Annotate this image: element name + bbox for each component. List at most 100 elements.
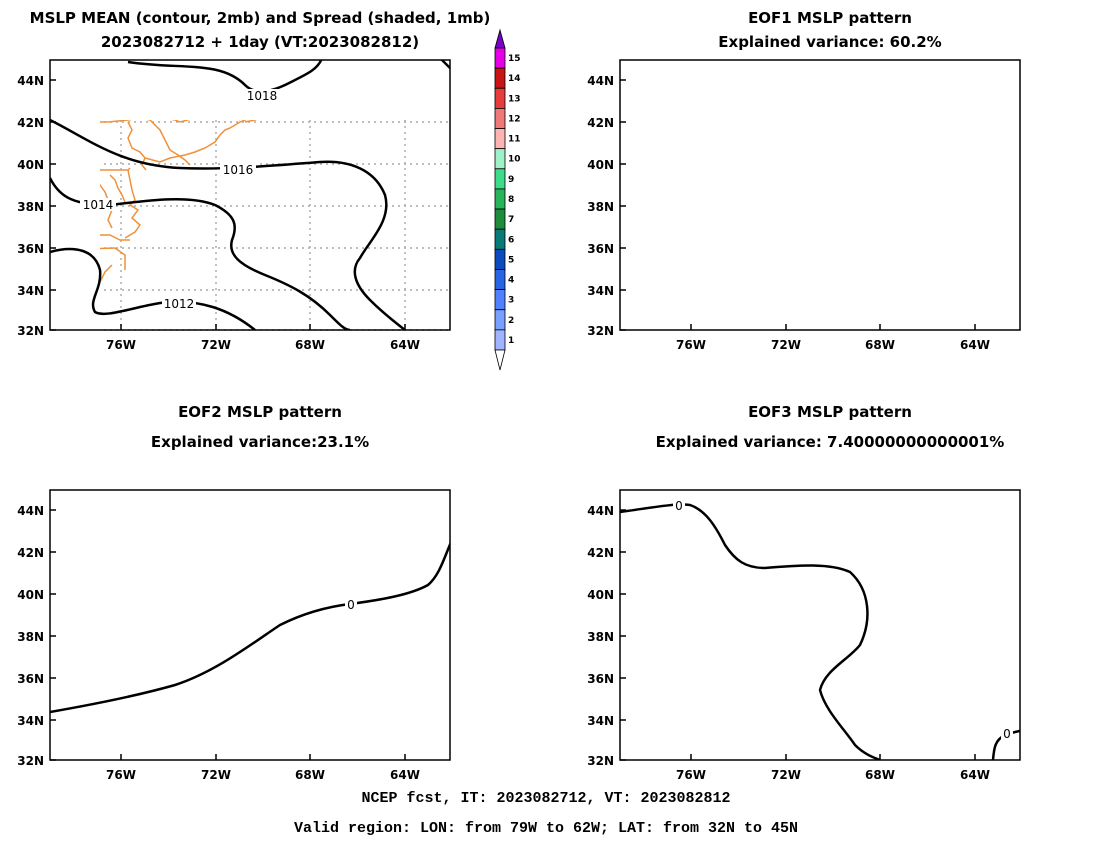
lat-tick-label: 34N (587, 284, 614, 298)
coastline (100, 120, 181, 123)
coastline (150, 490, 170, 540)
coastline (750, 115, 810, 122)
colorbar-swatch (494, 168, 506, 190)
coastline (144, 127, 231, 163)
map-frame (49, 489, 451, 761)
eof3-map-panel: 76W 72W 68W 64W 44N 42N 40N 38N 36N 34N 32N (587, 489, 1021, 782)
contour-1012 (50, 247, 256, 330)
colorbar-swatch (494, 148, 506, 170)
lat-tick-label: 44N (587, 504, 614, 518)
coastline (680, 175, 695, 202)
coastline (680, 605, 695, 632)
lat-tick-label: 38N (587, 200, 614, 214)
lat-tick-label: 40N (587, 588, 614, 602)
lat-tick-label: 42N (587, 546, 614, 560)
coastline (230, 492, 340, 558)
coastline (698, 122, 716, 170)
coastline (50, 505, 128, 520)
coastline (90, 600, 112, 658)
lat-tick-label: 44N (587, 74, 614, 88)
coastline (50, 595, 75, 618)
lat-tick-label: 40N (17, 158, 44, 172)
coastline (100, 264, 113, 283)
lon-tick-label: 72W (771, 768, 801, 782)
coastline (620, 75, 698, 90)
colorbar-swatch (494, 208, 506, 230)
coastline (50, 75, 128, 90)
coastline (970, 60, 1020, 72)
mean-map-panel: 76W 72W 68W 64W 44N 42N 40N 38N 36N 34N 32N (17, 59, 451, 352)
lat-tick-label: 32N (17, 754, 44, 768)
map-frame (619, 489, 1021, 761)
coastline (146, 120, 191, 166)
colorbar-label: 7 (508, 215, 514, 225)
coastline (350, 492, 395, 510)
lon-tick-label: 76W (106, 768, 136, 782)
coastline (170, 530, 180, 540)
coastline (698, 552, 716, 600)
lat-tick-label: 38N (587, 630, 614, 644)
lat-tick-label: 32N (17, 324, 44, 338)
coastline (620, 90, 685, 100)
map-layers (620, 490, 1020, 760)
coastline (109, 174, 126, 203)
coastline (180, 545, 240, 552)
colorbar-swatch (494, 128, 506, 150)
colorbar-label: 8 (508, 195, 514, 205)
coastline (128, 552, 146, 600)
eof1-subtitle: Explained variance: 60.2% (718, 33, 941, 51)
coastline (740, 530, 750, 540)
lat-tick-label: 36N (17, 672, 44, 686)
coastline (750, 100, 755, 115)
footer-valid-region: Valid region: LON: from 79W to 62W; LAT:… (294, 820, 798, 837)
coastline (920, 62, 965, 80)
lon-tick-label: 72W (201, 338, 231, 352)
coastline (715, 558, 800, 592)
contour-zero (620, 503, 881, 760)
coastline (180, 528, 235, 545)
coastline (620, 115, 750, 122)
eof3-subtitle: Explained variance: 7.40000000000001% (656, 433, 1005, 451)
coastline-borders (620, 60, 1020, 300)
coastline (620, 598, 700, 602)
lat-tick-label: 40N (587, 158, 614, 172)
lon-tick-label: 68W (295, 768, 325, 782)
contour-label: 0 (675, 499, 683, 513)
colorbar-swatch (494, 309, 506, 331)
coastline (620, 265, 682, 300)
coastline (50, 545, 180, 552)
coastline (124, 169, 142, 239)
lat-tick-label: 32N (587, 324, 614, 338)
eof3-title: EOF3 MSLP pattern (748, 403, 912, 421)
coastline (710, 118, 760, 165)
lon-tick-label: 68W (295, 338, 325, 352)
coastline (620, 60, 700, 78)
coastline (805, 105, 835, 122)
colorbar-label: 15 (508, 54, 521, 64)
colorbar-top-arrow (494, 28, 506, 49)
coastline (170, 100, 180, 110)
coastline (660, 600, 682, 658)
coastline (750, 528, 805, 545)
lon-tick-label: 64W (960, 768, 990, 782)
colorbar-bottom-arrow (494, 349, 506, 371)
colorbar-swatch (494, 108, 506, 129)
eof2-title: EOF2 MSLP pattern (178, 403, 342, 421)
graticule (50, 490, 450, 760)
coastline (175, 500, 182, 550)
coastline (805, 535, 835, 552)
coastline (100, 183, 113, 229)
map-frame (49, 59, 451, 331)
footer-forecast-info: NCEP fcst, IT: 2023082712, VT: 202308281… (361, 790, 730, 807)
contour-label: 1014 (83, 198, 114, 212)
colorbar-label: 11 (508, 135, 521, 145)
lat-tick-label: 38N (17, 630, 44, 644)
coastline (100, 247, 126, 270)
coastline (745, 70, 752, 120)
map-layers (50, 490, 450, 760)
lat-tick-label: 34N (17, 284, 44, 298)
eof3-contours (620, 503, 1020, 760)
colorbar-swatch (494, 329, 506, 351)
coastline (145, 558, 230, 592)
coastline (50, 90, 115, 100)
